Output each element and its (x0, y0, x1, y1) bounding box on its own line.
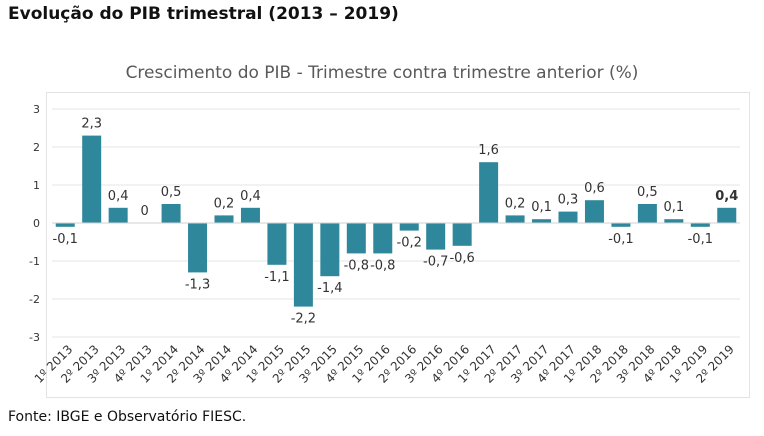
bar (532, 219, 552, 223)
bar (637, 204, 657, 223)
bar (611, 223, 631, 227)
bar (717, 207, 737, 223)
y-tick-label: -2 (29, 293, 40, 306)
page-heading: Evolução do PIB trimestral (2013 – 2019) (8, 4, 399, 24)
source-note: Fonte: IBGE e Observatório FIESC. (8, 409, 247, 425)
data-label: 0,1 (531, 200, 552, 215)
data-label: -1,1 (264, 270, 289, 285)
chart-title: Crescimento do PIB - Trimestre contra tr… (125, 63, 639, 83)
data-label: -0,8 (370, 258, 395, 273)
data-label: -0,8 (344, 258, 369, 273)
bar (399, 223, 419, 231)
y-tick-label: 3 (33, 103, 40, 116)
data-label: -0,7 (423, 255, 448, 270)
bar (214, 215, 234, 223)
bar (690, 223, 710, 227)
bar (664, 219, 684, 223)
data-label: 0 (140, 204, 148, 219)
bar (293, 223, 313, 307)
bar (558, 211, 578, 223)
y-tick-label: -1 (29, 255, 40, 268)
data-label: -0,2 (397, 236, 422, 251)
y-tick-label: 2 (33, 141, 40, 154)
data-label: 0,5 (637, 185, 658, 200)
y-tick-label: 0 (33, 217, 40, 230)
data-label: -0,6 (449, 251, 474, 266)
bar (240, 207, 260, 223)
bar (452, 223, 472, 246)
data-label: 0,4 (240, 189, 261, 204)
data-label: 2,3 (81, 117, 102, 132)
bar (267, 223, 287, 265)
bar (161, 204, 181, 223)
bar (479, 162, 499, 223)
data-label: -0,1 (608, 232, 633, 247)
data-label: 0,1 (664, 200, 685, 215)
data-label: 1,6 (478, 143, 499, 158)
data-label: -0,1 (53, 232, 78, 247)
bar (346, 223, 366, 254)
bar (426, 223, 446, 250)
data-label: -2,2 (291, 312, 316, 327)
y-tick-label: -3 (29, 331, 40, 344)
data-label: 0,6 (584, 181, 605, 196)
data-label: -0,1 (688, 232, 713, 247)
chart-frame (46, 92, 750, 398)
data-label: 0,4 (108, 189, 129, 204)
y-tick-label: 1 (33, 179, 40, 192)
data-label: 0,4 (715, 189, 738, 204)
bar (373, 223, 393, 254)
data-label: 0,2 (505, 196, 526, 211)
bar (188, 223, 208, 273)
bar (55, 223, 75, 227)
data-label: 0,5 (161, 185, 182, 200)
data-label: -1,3 (185, 277, 210, 292)
bar (505, 215, 525, 223)
bar (82, 135, 102, 223)
bar (584, 200, 604, 223)
bar (108, 207, 128, 223)
bar (320, 223, 340, 277)
data-label: 0,2 (214, 196, 235, 211)
data-label: 0,3 (558, 193, 579, 208)
data-label: -1,4 (317, 281, 342, 296)
